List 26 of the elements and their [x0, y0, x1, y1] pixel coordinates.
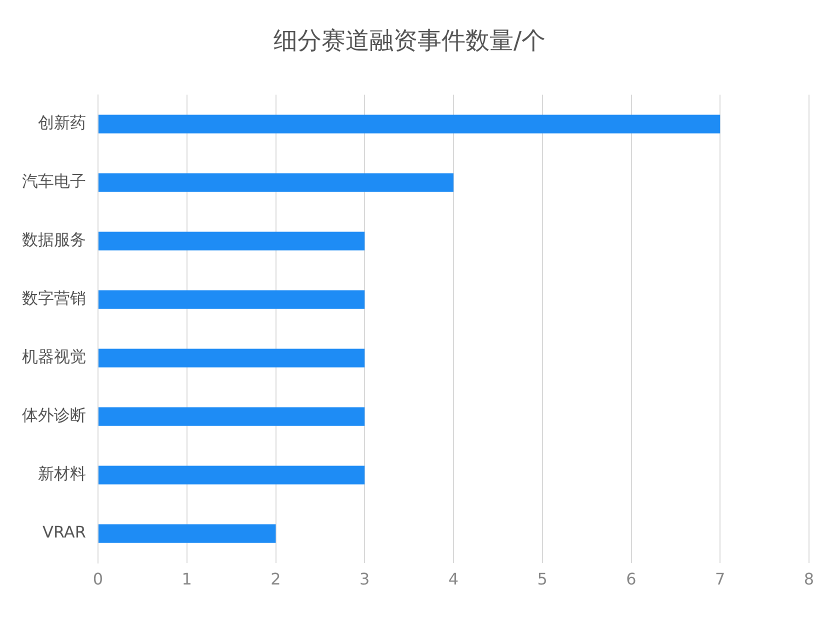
- bar: [98, 114, 720, 134]
- bar: [98, 407, 365, 426]
- x-tick-label: 1: [182, 570, 192, 589]
- x-tick-label: 3: [360, 570, 370, 589]
- x-tick-label: 8: [804, 570, 814, 589]
- y-tick-label: 汽车电子: [22, 172, 86, 191]
- x-tick-label: 0: [92, 570, 104, 589]
- y-tick-label: 数据服务: [22, 230, 86, 250]
- y-tick-label: 体外诊断: [22, 406, 86, 425]
- bar: [98, 290, 365, 309]
- x-tick-label: 7: [715, 570, 726, 589]
- x-tick-label: 5: [537, 570, 548, 589]
- y-tick-label: 机器视觉: [22, 347, 86, 366]
- y-tick-label: 数字营销: [22, 288, 86, 308]
- bar: [98, 348, 365, 368]
- bar: [98, 173, 454, 192]
- y-tick-label: 创新药: [38, 113, 86, 132]
- y-tick-label: 新材料: [38, 464, 86, 484]
- x-tick-label: 2: [270, 570, 281, 589]
- bar: [98, 232, 365, 250]
- bar: [98, 466, 365, 484]
- y-tick-label: VRAR: [42, 522, 86, 542]
- bar: [98, 524, 276, 543]
- x-tick-label: 4: [448, 570, 459, 589]
- x-tick-label: 6: [626, 570, 636, 589]
- chart-title: 细分赛道融资事件数量/个: [273, 26, 546, 55]
